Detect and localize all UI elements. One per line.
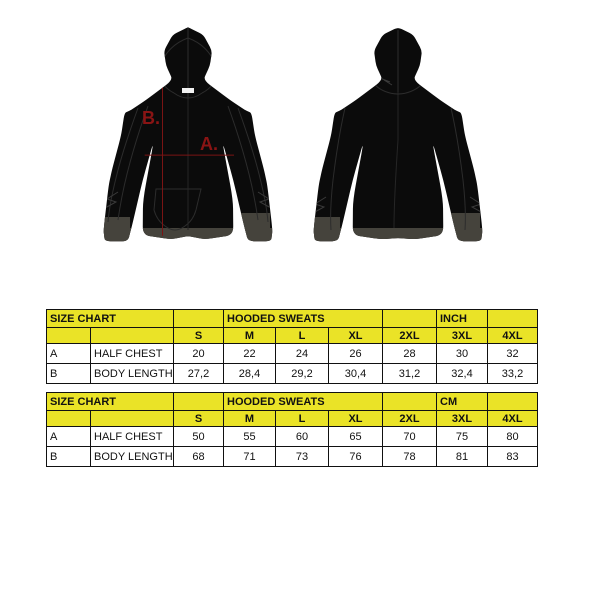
svg-text:B.: B. xyxy=(142,108,160,128)
svg-text:A.: A. xyxy=(200,134,218,154)
